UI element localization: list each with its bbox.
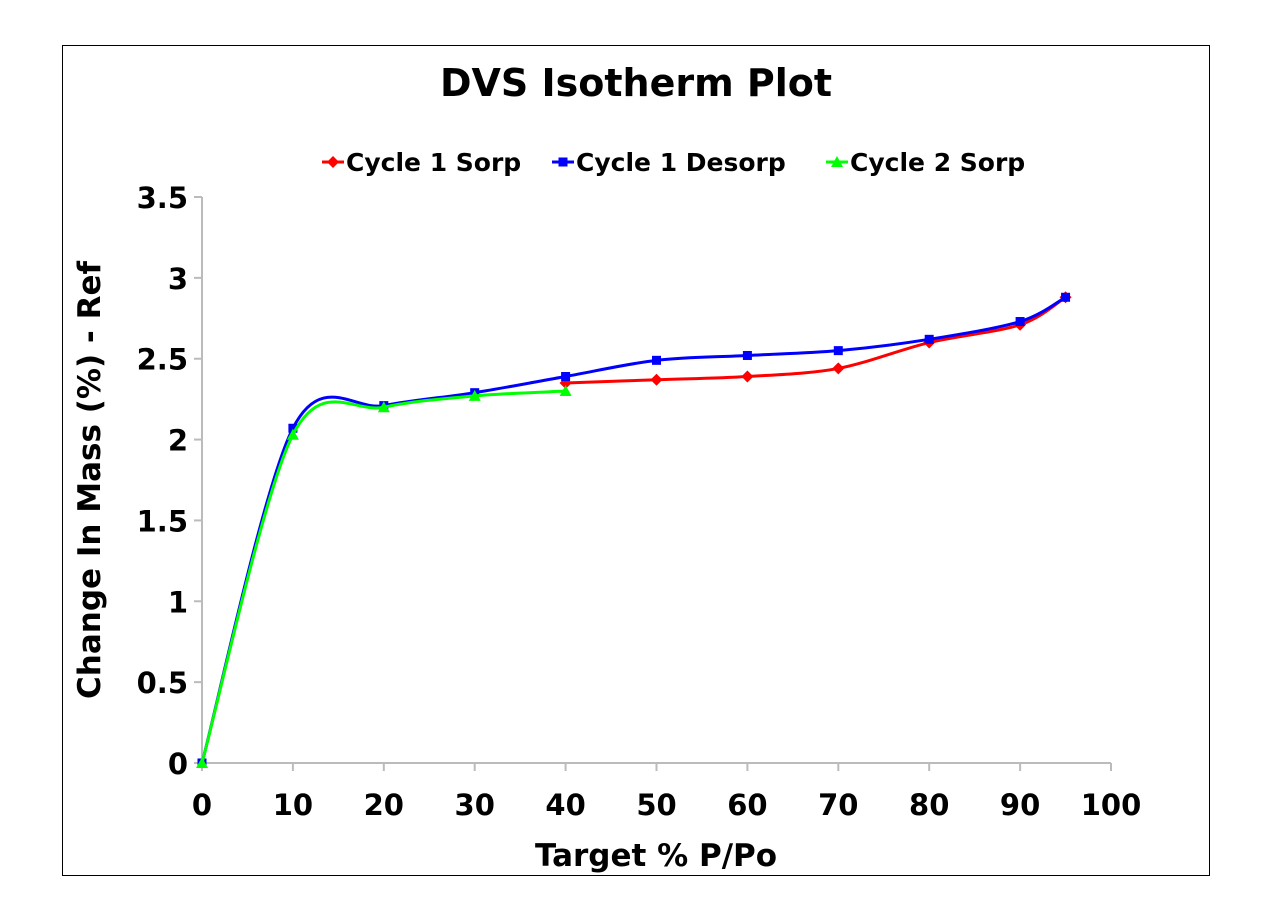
data-point — [377, 401, 390, 413]
y-axis-label: Change In Mass (%) - Ref — [72, 261, 108, 699]
series-cycle-2-sorp — [196, 385, 572, 768]
legend-label: Cycle 2 Sorp — [850, 148, 1025, 177]
legend-label: Cycle 1 Sorp — [346, 148, 521, 177]
legend-label: Cycle 1 Desorp — [576, 148, 786, 177]
x-tick-label: 80 — [909, 788, 949, 822]
x-tick-label: 100 — [1081, 788, 1142, 822]
series-cycle-1-sorp — [559, 291, 1072, 389]
legend: Cycle 1 Sorp Cycle 1 Desorp Cycle 2 Sorp — [322, 148, 1025, 177]
x-tick-label: 90 — [1000, 788, 1040, 822]
x-tick-label: 30 — [455, 788, 495, 822]
data-point — [561, 372, 571, 382]
legend-marker — [558, 157, 568, 167]
data-point — [924, 334, 934, 344]
series-line — [565, 295, 1067, 385]
y-tick-label: 3 — [168, 262, 188, 296]
data-point — [196, 757, 208, 768]
series-cycle-1-desorp — [197, 292, 1071, 768]
chart-title: DVS Isotherm Plot — [440, 61, 832, 105]
series-line — [200, 295, 1067, 764]
y-tick-label: 1 — [168, 585, 188, 619]
axes: 0 0.5 1 1.5 2 2.5 3 3.5 0 10 20 30 40 50 60 70 80 90 100 — [137, 181, 1142, 822]
y-tick-label: 2 — [168, 424, 188, 458]
series-group — [196, 291, 1072, 768]
x-tick-label: 20 — [364, 788, 404, 822]
data-point — [288, 423, 298, 433]
legend-marker — [327, 156, 339, 168]
x-tick-label: 70 — [818, 788, 858, 822]
series-line — [200, 389, 566, 764]
x-tick-label: 10 — [273, 788, 313, 822]
y-tick-label: 0.5 — [137, 666, 188, 700]
data-point — [833, 346, 843, 356]
x-tick-label: 60 — [727, 788, 767, 822]
data-point — [286, 428, 299, 440]
y-tick-label: 1.5 — [137, 504, 188, 538]
chart-frame — [62, 45, 1210, 876]
x-tick-label: 50 — [636, 788, 676, 822]
x-tick-label: 40 — [545, 788, 585, 822]
x-tick-label: 0 — [192, 788, 212, 822]
data-point — [559, 385, 572, 397]
data-point — [1015, 317, 1025, 327]
y-tick-label: 0 — [168, 747, 188, 781]
data-point — [650, 373, 663, 386]
data-point — [468, 389, 481, 401]
data-point — [652, 355, 661, 365]
data-point — [832, 362, 845, 375]
y-tick-label: 3.5 — [137, 181, 188, 215]
data-point — [741, 370, 754, 383]
data-point — [742, 350, 752, 360]
data-point — [1061, 292, 1071, 302]
y-tick-label: 2.5 — [137, 343, 188, 377]
x-axis-label: Target % P/Po — [535, 838, 777, 874]
legend-marker — [831, 156, 843, 167]
